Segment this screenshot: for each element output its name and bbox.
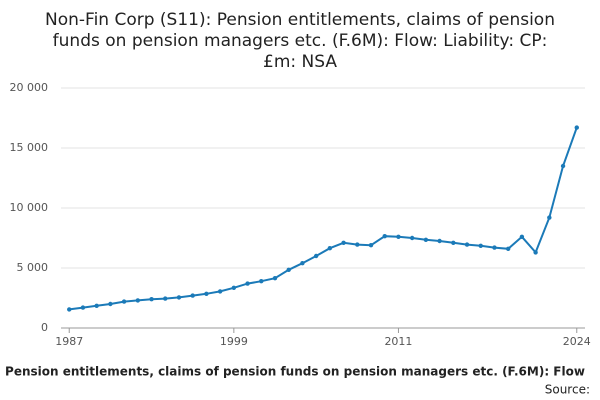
point (464, 242, 470, 247)
point (176, 295, 182, 300)
point (149, 297, 154, 302)
point (355, 242, 360, 247)
point (451, 240, 456, 245)
point (327, 246, 333, 251)
point (217, 289, 223, 294)
point (533, 250, 538, 255)
chart-title: Non-Fin Corp (S11): Pension entitlements… (45, 10, 555, 30)
point (396, 234, 401, 239)
point (286, 267, 291, 272)
point (492, 245, 497, 250)
y-tick-label: 15 000 (10, 141, 49, 154)
point (300, 261, 305, 266)
point (67, 307, 72, 312)
point (135, 298, 141, 303)
point (190, 293, 195, 298)
y-tick-label: 20 000 (10, 81, 49, 94)
line (69, 127, 578, 311)
chart-title: £m: NSA (263, 52, 337, 72)
point (163, 296, 168, 301)
point (245, 281, 250, 286)
legend-entry: Pension entitlements, claims of pension … (5, 365, 585, 379)
point (519, 234, 525, 239)
point (313, 253, 319, 259)
point (423, 237, 429, 242)
point (574, 125, 579, 130)
point (409, 235, 415, 241)
x-tick-label: 2024 (563, 335, 591, 348)
point (80, 305, 86, 310)
point (478, 243, 483, 248)
chart-title: funds on pension managers etc. (F.6M): F… (53, 31, 548, 51)
point (382, 234, 387, 239)
point (341, 240, 346, 245)
x-tick-label: 1987 (55, 335, 83, 348)
y-tick-label: 5 000 (17, 261, 49, 274)
x-tick-label: 2011 (384, 335, 412, 348)
point (368, 243, 374, 248)
point (437, 238, 442, 244)
source: Source: (545, 383, 590, 397)
point (259, 279, 264, 284)
point (204, 291, 209, 296)
y-tick-label: 0 (41, 321, 48, 334)
x-tick-label: 1999 (220, 335, 248, 348)
point (547, 215, 552, 220)
y-tick-label: 10 000 (10, 201, 49, 214)
point (272, 276, 278, 281)
point (94, 303, 99, 308)
point (560, 163, 566, 169)
point (505, 246, 511, 251)
point (121, 299, 127, 304)
point (108, 301, 113, 307)
title: Non-Fin Corp (S11): Pension entitlements… (45, 10, 555, 72)
point (231, 285, 237, 290)
